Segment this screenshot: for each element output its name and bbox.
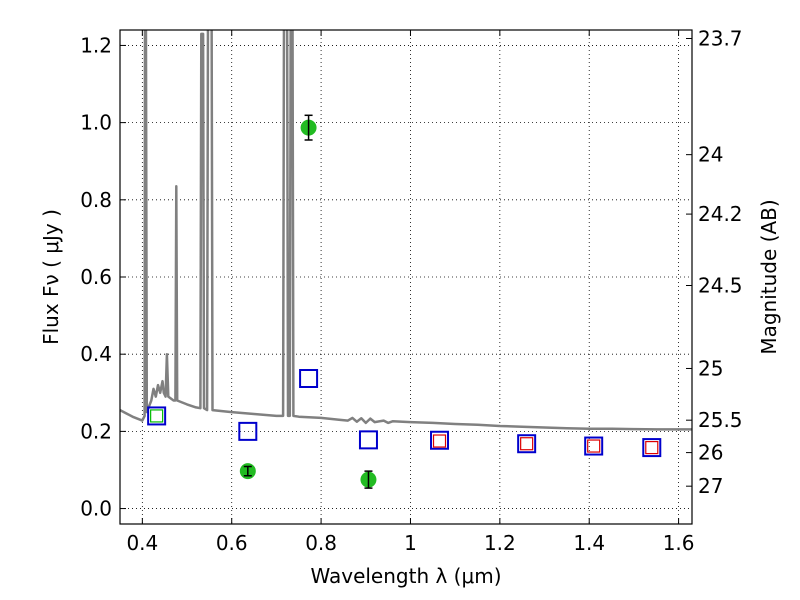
x-tick-label: 1 — [404, 531, 417, 555]
x-tick-label: 1.6 — [663, 531, 695, 555]
magnitude-tick-label: 23.7 — [698, 26, 743, 50]
magnitude-tick-label: 27 — [698, 474, 723, 498]
x-tick-label: 0.6 — [216, 531, 248, 555]
model-photometry-marker — [238, 421, 258, 441]
y-tick-label: 0.8 — [80, 188, 112, 212]
model-photometry-marker — [299, 369, 319, 389]
model-photometry-marker — [642, 438, 662, 458]
x-tick-label: 1.4 — [573, 531, 605, 555]
magnitude-tick-label: 25.5 — [698, 408, 743, 432]
y-tick-label: 0.2 — [80, 419, 112, 443]
magnitude-tick-label: 25 — [698, 356, 723, 380]
y-tick-label: 0.4 — [80, 342, 112, 366]
magnitude-tick-label: 24.2 — [698, 202, 743, 226]
magnitude-tick-label: 26 — [698, 441, 723, 465]
sed-model-line — [120, 30, 692, 431]
x-tick-label: 0.4 — [126, 531, 158, 555]
grid — [120, 30, 692, 524]
x-axis-label: Wavelength λ (μm) — [310, 564, 501, 588]
model-photometry-marker — [584, 436, 604, 456]
y-tick-label: 0.0 — [80, 497, 112, 521]
right-axis-label: Magnitude (AB) — [757, 199, 781, 354]
model-photometry-marker — [147, 406, 167, 426]
y-axis: 0.0 0.2 0.4 0.6 0.8 1.0 1.2 — [80, 33, 126, 521]
x-tick-label: 1.2 — [484, 531, 516, 555]
plot-area — [120, 30, 692, 489]
observed-photometry-marker — [587, 439, 601, 453]
observed-photometry-marker — [150, 409, 164, 423]
model-photometry-marker — [430, 430, 450, 450]
y-axis-label: Flux Fν ( μJy ) — [39, 209, 63, 345]
model-photometry-marker — [517, 434, 537, 454]
y-tick-label: 0.6 — [80, 265, 112, 289]
observed-photometry-marker — [645, 440, 659, 455]
x-axis: 0.4 0.6 0.8 1 1.2 1.4 1.6 — [126, 30, 695, 555]
y-tick-label: 1.2 — [80, 33, 112, 57]
magnitude-tick-label: 24 — [698, 143, 723, 167]
model-photometry-marker — [358, 430, 378, 450]
magnitude-axis: 23.7 24 24.2 24.5 25 25.5 26 27 — [686, 26, 743, 498]
magnitude-tick-label: 24.5 — [698, 273, 743, 297]
observed-photometry-marker — [432, 434, 447, 448]
y-tick-label: 1.0 — [80, 111, 112, 135]
axes-frame — [119, 29, 693, 525]
observed-photometry-marker — [520, 437, 534, 451]
x-tick-label: 0.8 — [305, 531, 337, 555]
